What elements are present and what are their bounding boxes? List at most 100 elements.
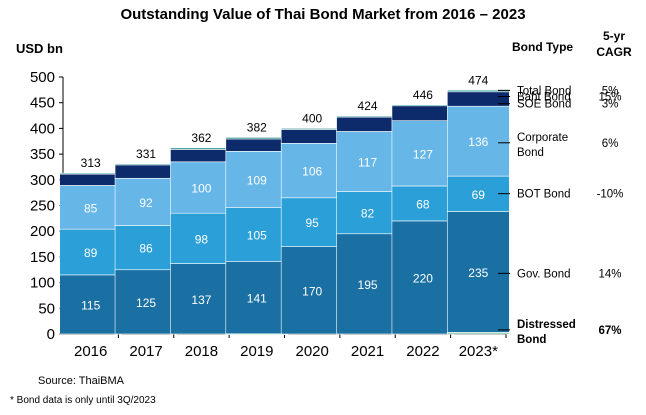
bar-segment: [170, 149, 233, 163]
bar-segment: [447, 105, 510, 177]
y-tick-label: 0: [47, 326, 55, 343]
x-tick-label: 2022: [406, 343, 439, 360]
y-tick-label: 150: [30, 249, 55, 266]
y-tick-label: 100: [30, 275, 55, 292]
x-tick-label: 2017: [129, 343, 162, 360]
y-tick-label: 250: [30, 198, 55, 215]
legend-label: Gov. Bond: [517, 268, 571, 280]
bar-segment: [170, 161, 233, 214]
total-label: 424: [358, 99, 378, 113]
y-axis-unit: USD bn: [16, 41, 63, 56]
data-label: 92: [139, 196, 153, 210]
data-label: 117: [358, 156, 377, 170]
data-label: 220: [413, 271, 433, 285]
bar-segment: [170, 147, 233, 150]
legend-label: Bond: [517, 334, 546, 346]
bar-segment: [170, 263, 233, 335]
legend-label: Bond: [517, 147, 544, 159]
total-label: 313: [81, 156, 101, 170]
legend-label: Corporate: [517, 132, 568, 144]
cagr-value: 3%: [602, 99, 619, 111]
bar-segment: [336, 131, 399, 192]
bar-segment: [280, 143, 344, 199]
data-label: 127: [413, 147, 433, 161]
data-label: 109: [247, 173, 267, 187]
bar-segment: [280, 129, 344, 144]
bar-segment: [225, 261, 289, 335]
data-label: 141: [247, 292, 267, 306]
data-label: 195: [358, 278, 378, 292]
cagr-value: 6%: [602, 138, 619, 150]
bar-segment: [391, 220, 455, 335]
data-label: 69: [472, 188, 486, 202]
legend-label: Total Bond: [517, 85, 571, 97]
y-tick-label: 500: [30, 69, 55, 86]
bar-segment: [280, 246, 344, 335]
total-label: 446: [413, 88, 433, 102]
legend-label: Distressed: [517, 319, 576, 331]
data-label: 136: [468, 135, 488, 149]
bar-segment: [336, 191, 399, 235]
bar-segment: [114, 225, 178, 271]
y-tick-label: 400: [30, 120, 55, 137]
bond-type-header: Bond Type: [512, 40, 574, 54]
data-label: 85: [84, 201, 98, 215]
bar-segment: [114, 164, 178, 179]
cagr-value: -10%: [597, 189, 624, 201]
legend-label: Baht Bond: [517, 92, 571, 104]
data-label: 125: [136, 296, 156, 310]
bar-segment: [447, 211, 510, 333]
bar-segment: [391, 185, 455, 222]
x-tick-label: 2018: [185, 343, 218, 360]
y-tick-label: 300: [30, 172, 55, 189]
cagr-value: 67%: [598, 325, 621, 337]
bar-segment: [280, 128, 344, 130]
data-label: 235: [468, 266, 488, 280]
bar-segment: [391, 104, 455, 107]
data-label: 106: [302, 165, 322, 179]
data-label: 82: [361, 207, 375, 221]
bar-segment: [59, 173, 122, 186]
data-label: 86: [139, 242, 153, 256]
y-tick-label: 50: [38, 300, 55, 317]
x-tick-label: 2016: [74, 343, 107, 360]
bar-segment: [447, 89, 510, 93]
bar-segment: [114, 269, 178, 335]
x-tick-label: 2020: [296, 343, 329, 360]
data-label: 68: [416, 197, 430, 211]
cagr-value: 14%: [598, 268, 621, 280]
data-label: 98: [195, 232, 209, 246]
total-label: 362: [191, 131, 211, 145]
data-label: 95: [306, 216, 320, 230]
total-label: 331: [136, 147, 156, 161]
x-tick-label: 2021: [351, 343, 384, 360]
y-tick-label: 450: [30, 95, 55, 112]
legend-label: SOE Bond: [517, 99, 571, 111]
y-tick-label: 200: [30, 223, 55, 240]
y-tick-label: 350: [30, 146, 55, 163]
x-tick-label: 2019: [240, 343, 273, 360]
footnote: * Bond data is only until 3Q/2023: [10, 395, 156, 406]
data-label: 105: [247, 228, 267, 242]
data-label: 100: [191, 182, 211, 196]
bar-segment: [225, 151, 289, 208]
total-label: 400: [302, 111, 322, 125]
data-label: 115: [81, 298, 100, 312]
cagr-header-line2: CAGR: [596, 45, 632, 59]
x-tick-label: 2023*: [459, 343, 498, 360]
data-label: 89: [84, 246, 98, 260]
total-label: 382: [247, 120, 267, 134]
cagr-value: 5%: [602, 85, 619, 97]
bar-segment: [170, 212, 233, 264]
chart-title: Outstanding Value of Thai Bond Market fr…: [120, 6, 526, 23]
bar-segment: [225, 138, 289, 152]
data-label: 170: [302, 284, 322, 298]
bar-segment: [336, 233, 399, 335]
bar-segment: [114, 163, 178, 166]
total-label: 474: [468, 73, 488, 87]
source-note: Source: ThaiBMA: [38, 375, 125, 387]
data-label: 137: [191, 293, 211, 307]
legend-label: BOT Bond: [517, 189, 571, 201]
cagr-value: 15%: [598, 92, 621, 104]
